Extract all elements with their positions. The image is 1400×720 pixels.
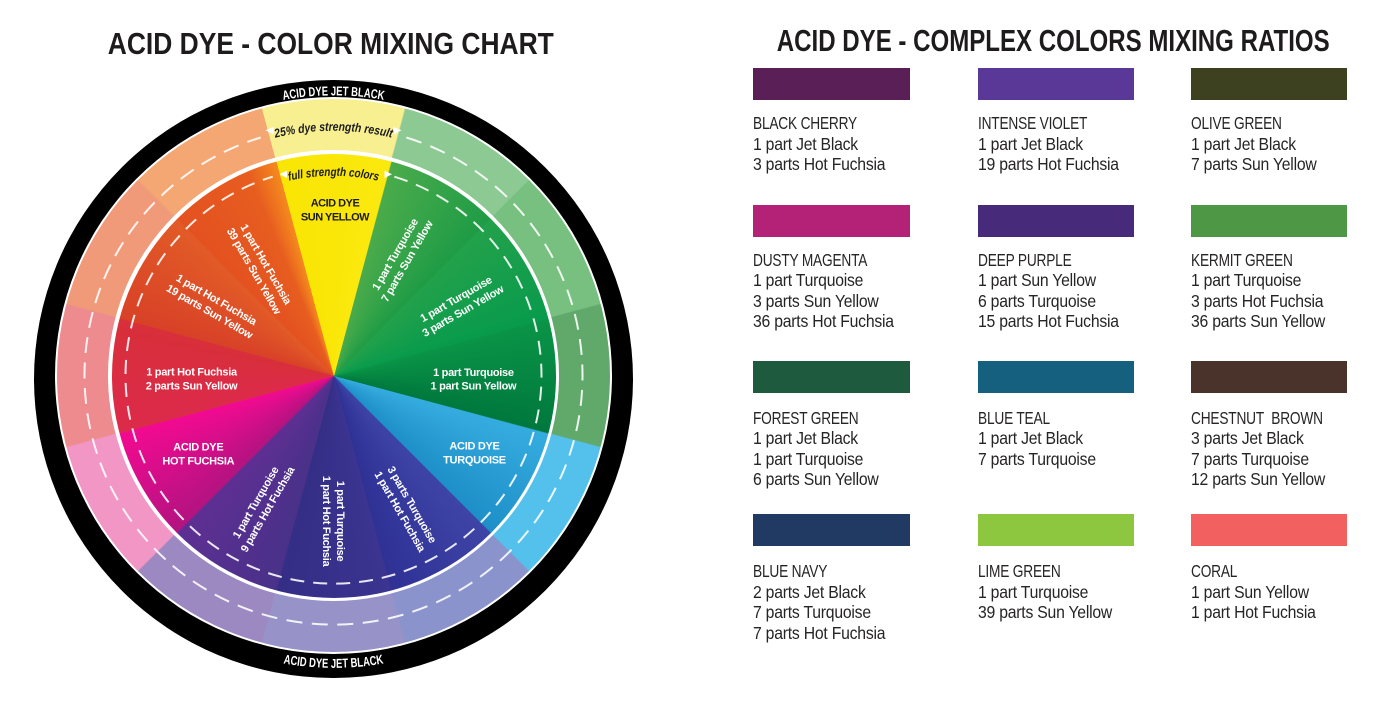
svg-text:1 part Hot Fuchsia: 1 part Hot Fuchsia: [320, 476, 332, 568]
svg-text:TURQUOISE: TURQUOISE: [443, 454, 506, 466]
svg-text:1 part Sun Yellow: 1 part Sun Yellow: [431, 381, 518, 393]
svg-text:1 part Turquoise: 1 part Turquoise: [334, 481, 346, 562]
svg-text:2 parts Sun Yellow: 2 parts Sun Yellow: [146, 380, 238, 392]
svg-text:ACID DYE: ACID DYE: [173, 441, 223, 453]
svg-text:ACID DYE: ACID DYE: [449, 441, 499, 453]
svg-text:ACID DYE JET BLACK: ACID DYE JET BLACK: [283, 652, 385, 671]
svg-text:1 part Turquoise: 1 part Turquoise: [433, 367, 514, 379]
svg-text:25% dye strength result: 25% dye strength result: [272, 120, 395, 141]
svg-text:HOT FUCHSIA: HOT FUCHSIA: [162, 455, 234, 467]
svg-text:ACID DYE JET BLACK: ACID DYE JET BLACK: [281, 83, 386, 103]
svg-text:ACID DYE: ACID DYE: [311, 198, 360, 210]
svg-text:SUN YELLOW: SUN YELLOW: [301, 212, 370, 224]
svg-text:1 part Hot Fuchsia: 1 part Hot Fuchsia: [146, 367, 238, 379]
svg-text:full strength colors: full strength colors: [286, 165, 380, 184]
